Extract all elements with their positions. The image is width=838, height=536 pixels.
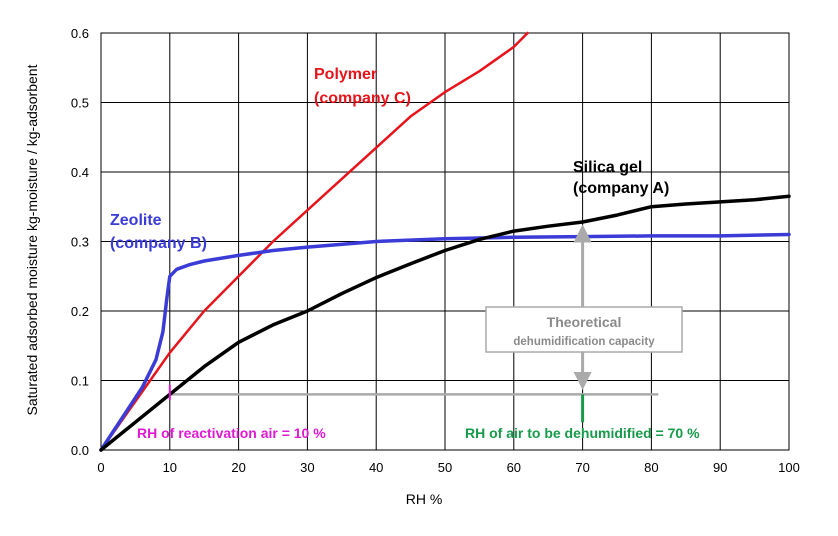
- silica-gel-label-line1: Silica gel: [573, 159, 642, 176]
- x-tick-label: 100: [778, 460, 800, 475]
- y-tick-label: 0.0: [71, 443, 89, 458]
- y-tick-label: 0.1: [71, 374, 89, 389]
- x-tick-label: 10: [163, 460, 177, 475]
- x-tick-label: 70: [575, 460, 589, 475]
- x-tick-label: 20: [231, 460, 245, 475]
- x-tick-label: 30: [300, 460, 314, 475]
- plot-grid: [100, 32, 790, 451]
- theoretical-box-frame: [485, 306, 683, 353]
- theoretical-box-subtitle: dehumidification capacity: [513, 336, 655, 348]
- zeolite-label-line1: Zeolite: [110, 212, 162, 229]
- dehumidified-air-note: RH of air to be dehumidified = 70 %: [465, 425, 700, 441]
- polymer-label: Polymer (company C): [314, 66, 411, 107]
- x-tick-label: 50: [438, 460, 452, 475]
- silica-gel-label: Silica gel (company A): [573, 159, 669, 197]
- zeolite-label-line2: (company B): [110, 235, 207, 252]
- x-tick-label: 90: [713, 460, 727, 475]
- x-tick-label: 60: [507, 460, 521, 475]
- axis-ticks: 0 10 20 30 40 50 60 70 80 90 100 0.0 0.1 0.2 0.3 0.4 0.5…: [71, 26, 800, 475]
- polymer-line: [99, 31, 529, 452]
- y-tick-label: 0.4: [71, 165, 89, 180]
- y-tick-label: 0.6: [71, 26, 89, 41]
- polymer-label-line1: Polymer: [314, 66, 377, 83]
- y-tick-label: 0.2: [71, 304, 89, 319]
- polymer-label-line2: (company C): [314, 90, 411, 107]
- x-tick-label: 0: [97, 460, 104, 475]
- zeolite-label: Zeolite (company B): [110, 212, 207, 252]
- theoretical-capacity-box: Theoretical dehumidification capacity: [485, 306, 683, 353]
- x-tick-label: 40: [369, 460, 383, 475]
- theoretical-box-title: Theoretical: [547, 314, 622, 330]
- x-axis-title: RH %: [406, 491, 443, 507]
- reactivation-air-note: RH of reactivation air = 10 %: [137, 425, 326, 441]
- y-axis-title: Saturated adsorbed moisture kg-moisture …: [24, 64, 40, 415]
- silica-gel-label-line2: (company A): [573, 180, 669, 197]
- y-tick-label: 0.3: [71, 235, 89, 250]
- silica-gel-line: [99, 194, 791, 452]
- series-lines: [99, 31, 791, 452]
- zeolite-line: [99, 232, 791, 452]
- y-tick-label: 0.5: [71, 96, 89, 111]
- x-tick-label: 80: [644, 460, 658, 475]
